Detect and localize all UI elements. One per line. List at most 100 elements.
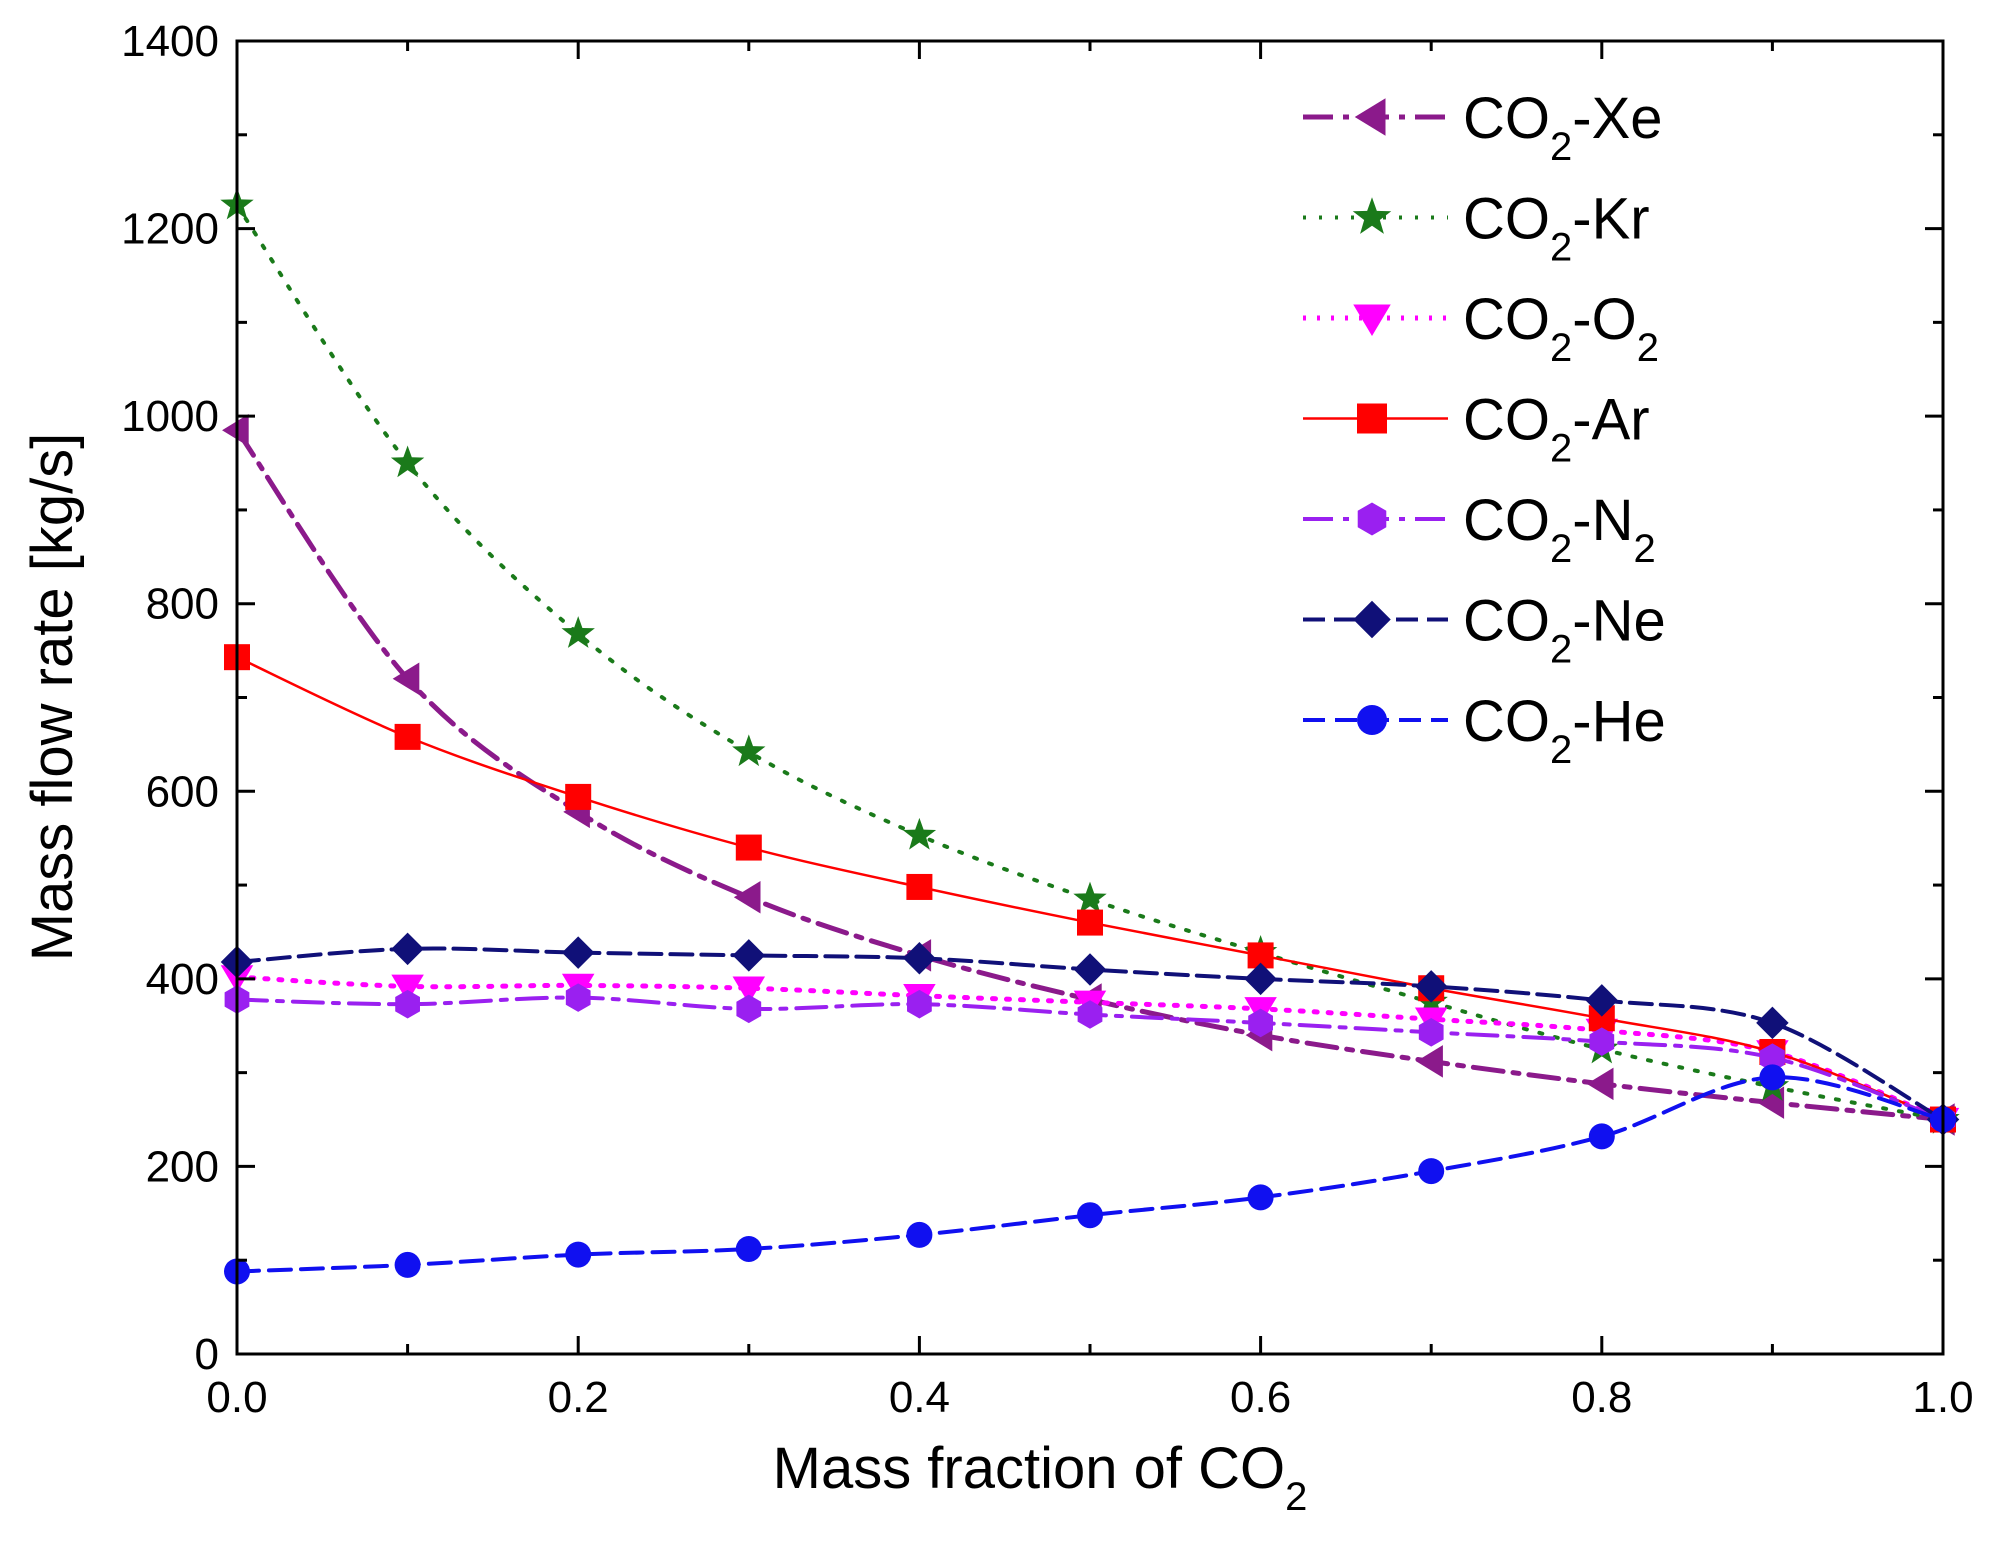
y-tick-label: 1400 xyxy=(121,17,219,66)
legend-label-rest: -Kr xyxy=(1572,187,1649,252)
series-co2-n2 xyxy=(224,983,1956,1134)
data-point xyxy=(1244,962,1277,996)
data-point xyxy=(732,939,766,972)
legend-label-subscript: 2 xyxy=(1550,226,1572,270)
legend-marker xyxy=(1354,98,1386,136)
data-point xyxy=(903,941,936,975)
data-point xyxy=(906,873,933,900)
plot-area xyxy=(220,187,1960,1285)
data-point xyxy=(565,1241,592,1268)
legend-label-subscript: 2 xyxy=(1550,326,1572,370)
axis-ticks: 0.0 0.2 0.4 0.6 0.8 1.0 0 200 400 600 800 1000 1200 1… xyxy=(121,17,1973,1422)
data-point xyxy=(736,994,762,1024)
data-point xyxy=(561,936,595,969)
data-point xyxy=(1248,1008,1273,1038)
legend-label-main: CO xyxy=(1463,388,1550,453)
legend-label: CO2-Xe xyxy=(1463,86,1663,169)
series-co2-ne xyxy=(220,932,1960,1136)
x-tick-label: 0.0 xyxy=(206,1373,267,1422)
data-point xyxy=(1589,1027,1615,1056)
data-point xyxy=(1077,1202,1103,1229)
data-point xyxy=(1418,1158,1445,1185)
data-point xyxy=(735,834,762,861)
data-point xyxy=(391,932,424,966)
data-point xyxy=(1077,1000,1103,1029)
y-tick-label: 1000 xyxy=(121,392,219,441)
data-point xyxy=(394,1251,421,1278)
legend-label-main: CO xyxy=(1463,589,1550,654)
legend-label-subscript: 2 xyxy=(1550,527,1572,571)
data-point xyxy=(907,989,932,1019)
x-tick-label: 0.2 xyxy=(548,1373,609,1422)
y-tick-label: 800 xyxy=(146,580,219,629)
legend-label: CO2-He xyxy=(1463,689,1666,772)
x-axis-title-main: Mass fraction of CO xyxy=(773,1436,1285,1501)
legend-label-main: CO xyxy=(1463,287,1550,352)
data-point xyxy=(394,723,421,750)
data-point xyxy=(1073,881,1107,914)
data-point xyxy=(902,817,937,850)
legend-label-rest: -He xyxy=(1572,689,1665,754)
data-point xyxy=(733,881,761,914)
legend-label: CO2-Ne xyxy=(1463,589,1666,672)
data-point xyxy=(1073,953,1107,986)
legend-label: CO2-Kr xyxy=(1463,187,1650,270)
series-co2-o2 xyxy=(220,965,1960,1136)
data-point xyxy=(1247,1184,1274,1211)
data-point xyxy=(391,974,424,1002)
legend-item: CO2-Ne xyxy=(1303,589,1666,672)
data-point xyxy=(1760,1043,1785,1072)
legend-label-main: CO xyxy=(1463,689,1550,754)
data-point xyxy=(1418,1018,1444,1047)
data-point xyxy=(1759,1064,1786,1091)
data-point xyxy=(1414,970,1448,1003)
data-point xyxy=(732,734,766,767)
legend-label-rest: -Xe xyxy=(1572,86,1662,151)
series-line xyxy=(234,427,1946,1123)
legend-marker xyxy=(1353,600,1391,639)
legend-label-main: CO xyxy=(1463,86,1550,151)
y-tick-label: 1200 xyxy=(121,205,219,254)
plot-frame xyxy=(235,39,1945,1356)
series-line xyxy=(235,203,1945,1122)
legend-label-subscript: 2 xyxy=(1550,628,1572,672)
legend-marker xyxy=(1357,403,1387,434)
legend-item: CO2-O2 xyxy=(1303,287,1659,370)
legend-item: CO2-He xyxy=(1303,689,1666,772)
legend-label-subscript: 2 xyxy=(1550,728,1572,772)
data-point xyxy=(732,976,766,1004)
data-point xyxy=(1756,1006,1789,1040)
legend-label: CO2-O2 xyxy=(1463,287,1659,370)
legend-label-rest: -Ar xyxy=(1572,388,1649,453)
y-axis-title: Mass flow rate [kg/s] xyxy=(20,433,85,962)
data-point xyxy=(390,445,425,478)
legend-label-main: CO xyxy=(1463,187,1550,252)
legend-label-rest: -Ne xyxy=(1572,589,1665,654)
legend-item: CO2-Ar xyxy=(1303,388,1650,471)
series-line xyxy=(235,1075,1945,1274)
x-tick-label: 0.4 xyxy=(889,1373,950,1422)
legend-marker xyxy=(1357,705,1387,735)
legend-marker xyxy=(1353,304,1391,336)
y-tick-label: 600 xyxy=(146,767,219,816)
legend-label-rest-subscript: 2 xyxy=(1633,527,1655,571)
data-point xyxy=(395,989,420,1019)
legend-label-subscript: 2 xyxy=(1550,427,1572,471)
legend-label-rest: -N xyxy=(1572,488,1633,553)
legend-label-main: CO xyxy=(1463,488,1550,553)
data-point xyxy=(1077,909,1103,936)
data-point xyxy=(392,662,420,695)
x-tick-label: 0.8 xyxy=(1571,1373,1632,1422)
data-point xyxy=(1416,1045,1443,1078)
legend-item: CO2-Xe xyxy=(1303,86,1663,169)
y-tick-label: 0 xyxy=(195,1330,219,1379)
data-point xyxy=(906,1221,933,1248)
x-axis-title-subscript: 2 xyxy=(1285,1475,1307,1519)
data-point xyxy=(561,616,595,648)
x-axis-title: Mass fraction of CO2 xyxy=(773,1436,1308,1519)
y-tick-label: 400 xyxy=(146,955,219,1004)
series-co2-he xyxy=(224,1064,1956,1285)
legend-label-rest-subscript: 2 xyxy=(1637,326,1659,370)
data-point xyxy=(735,1235,762,1262)
